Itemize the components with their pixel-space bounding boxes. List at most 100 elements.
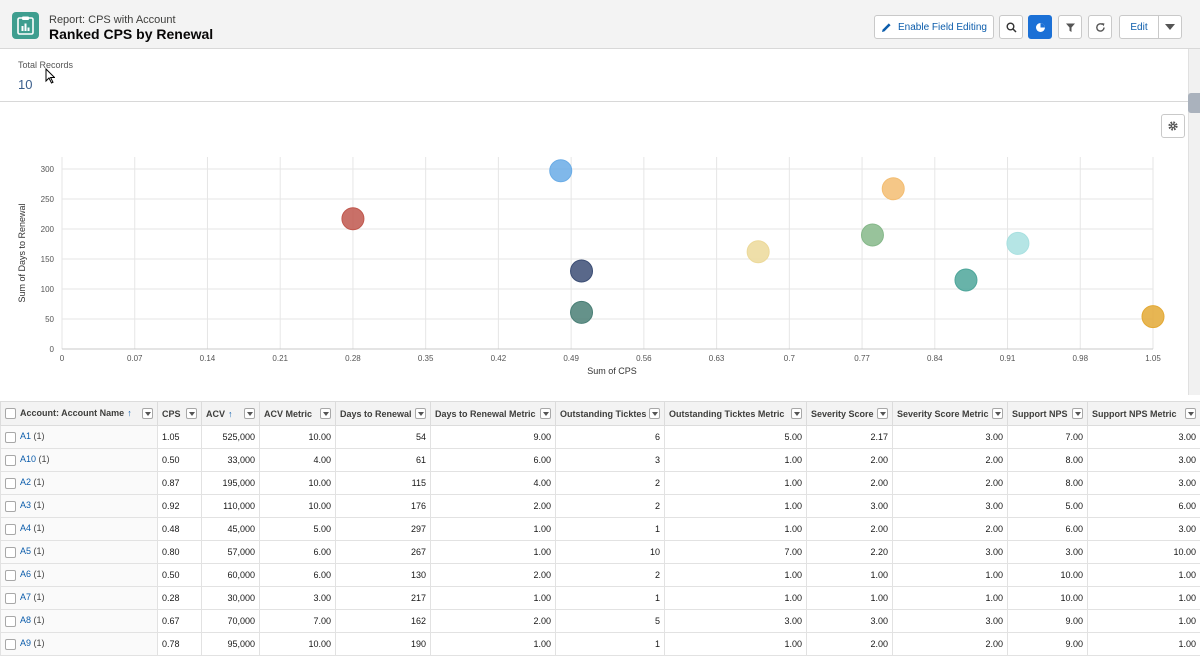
- table-cell: 0.48: [157, 517, 202, 541]
- scatter-point[interactable]: [341, 207, 365, 231]
- enable-field-editing-button[interactable]: Enable Field Editing: [874, 15, 994, 39]
- table-cell: 217: [335, 586, 431, 610]
- table-cell: 3.00: [1087, 517, 1200, 541]
- y-tick-label: 300: [41, 165, 55, 174]
- table-cell: 10.00: [259, 425, 336, 449]
- scatter-point[interactable]: [954, 268, 978, 292]
- table-cell: 30,000: [201, 586, 260, 610]
- account-link[interactable]: A8: [20, 615, 32, 626]
- x-tick-label: 0.49: [563, 354, 579, 363]
- column-menu-icon[interactable]: [791, 408, 802, 419]
- table-cell: 267: [335, 540, 431, 564]
- table-cell: 1.00: [892, 586, 1008, 610]
- account-link[interactable]: A1: [20, 431, 32, 442]
- row-checkbox[interactable]: [5, 638, 16, 650]
- column-header[interactable]: Outstanding Ticktes: [555, 401, 665, 426]
- table-cell: 10.00: [1087, 540, 1200, 564]
- report-icon: [12, 12, 39, 39]
- table-cell: 3.00: [892, 425, 1008, 449]
- row-checkbox[interactable]: [5, 615, 16, 627]
- scatter-point[interactable]: [746, 240, 770, 264]
- table-cell: 3.00: [664, 609, 807, 633]
- scatter-point[interactable]: [570, 300, 594, 324]
- table-cell: 2.00: [892, 517, 1008, 541]
- row-checkbox[interactable]: [5, 569, 16, 581]
- table-cell: 8.00: [1007, 448, 1088, 472]
- column-menu-icon[interactable]: [415, 408, 426, 419]
- column-header[interactable]: Account: Account Name ↑: [0, 401, 158, 426]
- table-cell: 110,000: [201, 494, 260, 518]
- account-link[interactable]: A2: [20, 477, 32, 488]
- row-checkbox[interactable]: [5, 431, 16, 443]
- column-menu-icon[interactable]: [142, 408, 153, 419]
- account-link[interactable]: A7: [20, 592, 32, 603]
- scatter-point[interactable]: [549, 159, 573, 183]
- account-link[interactable]: A9: [20, 638, 32, 649]
- table-cell: 2.00: [806, 632, 893, 656]
- more-actions-button[interactable]: [1158, 15, 1182, 39]
- filter-button[interactable]: [1058, 15, 1082, 39]
- scatter-point[interactable]: [1006, 231, 1030, 255]
- column-menu-icon[interactable]: [320, 408, 331, 419]
- column-menu-icon[interactable]: [877, 408, 888, 419]
- scatter-point[interactable]: [881, 177, 905, 201]
- search-button[interactable]: [999, 15, 1023, 39]
- account-cell: A10 (1): [0, 448, 158, 472]
- scrollbar[interactable]: [1188, 49, 1200, 395]
- row-checkbox[interactable]: [5, 592, 16, 604]
- record-count: (1): [31, 431, 45, 442]
- column-header[interactable]: Days to Renewal Metric: [430, 401, 556, 426]
- table-cell: 3.00: [1087, 425, 1200, 449]
- table-cell: 3.00: [806, 494, 893, 518]
- column-menu-icon[interactable]: [1185, 408, 1196, 419]
- column-header[interactable]: CPS: [157, 401, 202, 426]
- column-menu-icon[interactable]: [649, 408, 660, 419]
- sort-arrow-icon: ↑: [228, 408, 233, 419]
- column-header[interactable]: Support NPS Metric: [1087, 401, 1200, 426]
- report-type-label: Report: CPS with Account: [49, 14, 176, 26]
- scatter-point[interactable]: [1141, 305, 1165, 329]
- column-header[interactable]: Severity Score: [806, 401, 893, 426]
- table-row: A1 (1) 1.05 525,000 10.00 54 9.00 6 5.00 2.17 3.0…: [0, 425, 1200, 449]
- column-menu-icon[interactable]: [186, 408, 197, 419]
- column-menu-icon[interactable]: [992, 408, 1003, 419]
- select-all-checkbox[interactable]: [5, 408, 16, 420]
- account-link[interactable]: A4: [20, 523, 32, 534]
- table-cell: 4.00: [259, 448, 336, 472]
- edit-button[interactable]: Edit: [1119, 15, 1159, 39]
- account-link[interactable]: A3: [20, 500, 32, 511]
- column-header[interactable]: Severity Score Metric: [892, 401, 1008, 426]
- table-cell: 1.00: [430, 586, 556, 610]
- column-header[interactable]: Days to Renewal: [335, 401, 431, 426]
- column-header[interactable]: Outstanding Ticktes Metric: [664, 401, 807, 426]
- table-cell: 4.00: [430, 471, 556, 495]
- row-checkbox[interactable]: [5, 523, 16, 535]
- column-header[interactable]: ACV Metric: [259, 401, 336, 426]
- pencil-icon: [882, 22, 891, 32]
- column-header[interactable]: ACV ↑: [201, 401, 260, 426]
- column-menu-icon[interactable]: [540, 408, 551, 419]
- table-cell: 0.50: [157, 448, 202, 472]
- row-checkbox[interactable]: [5, 500, 16, 512]
- table-row: A8 (1) 0.67 70,000 7.00 162 2.00 5 3.00 3.00 3.00…: [0, 609, 1200, 633]
- scatter-point[interactable]: [860, 223, 884, 247]
- account-link[interactable]: A10: [20, 454, 37, 465]
- table-cell: 1.00: [664, 563, 807, 587]
- scatter-point[interactable]: [570, 259, 594, 283]
- column-menu-icon[interactable]: [244, 408, 255, 419]
- collapse-panel-tab[interactable]: [1188, 93, 1200, 113]
- column-menu-icon[interactable]: [1072, 408, 1083, 419]
- account-link[interactable]: A6: [20, 569, 32, 580]
- chart-settings-button[interactable]: [1161, 114, 1185, 138]
- row-checkbox[interactable]: [5, 546, 16, 558]
- table-cell: 2.00: [806, 517, 893, 541]
- toggle-chart-button[interactable]: [1028, 15, 1052, 39]
- column-header[interactable]: Support NPS: [1007, 401, 1088, 426]
- row-checkbox[interactable]: [5, 454, 16, 466]
- table-cell: 3.00: [892, 609, 1008, 633]
- row-checkbox[interactable]: [5, 477, 16, 489]
- account-link[interactable]: A5: [20, 546, 32, 557]
- refresh-button[interactable]: [1088, 15, 1112, 39]
- x-tick-label: 0.56: [636, 354, 652, 363]
- account-cell: A7 (1): [0, 586, 158, 610]
